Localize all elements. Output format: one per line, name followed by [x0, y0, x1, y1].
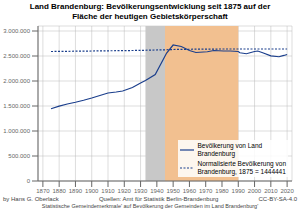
html-text:by Hans G. Oberlack: by Hans G. Oberlack [3, 196, 59, 202]
svg-text:1890: 1890 [69, 188, 83, 194]
html-text:Statistische Gemeindemerkmale': Statistische Gemeindemerkmale' auf Bevöl… [41, 203, 259, 209]
svg-text:3.000.000: 3.000.000 [8, 28, 31, 34]
svg-text:1990: 1990 [232, 188, 246, 194]
html-text:Normalisierte Bevölkerung von: Normalisierte Bevölkerung von Brandenbur… [197, 160, 286, 175]
html-text:CC-BY-SA-4.0: CC-BY-SA-4.0 [258, 196, 297, 202]
svg-text:1.500.000: 1.500.000 [8, 103, 31, 109]
svg-text:1960: 1960 [183, 188, 197, 194]
svg-text:0: 0 [27, 178, 31, 184]
svg-text:1880: 1880 [52, 188, 66, 194]
html-text:Quellen: Amt für Statistik Ber: Quellen: Amt für Statistik Berlin-Brande… [98, 196, 219, 202]
svg-text:2020: 2020 [280, 188, 292, 194]
svg-text:1940: 1940 [150, 188, 164, 194]
svg-text:500.000: 500.000 [8, 153, 30, 159]
svg-text:1930: 1930 [134, 188, 148, 194]
svg-text:1950: 1950 [166, 188, 180, 194]
svg-text:2000: 2000 [248, 188, 262, 194]
html-text:Land Brandenburg: Bevölkerungs: Land Brandenburg: Bevölkerungsentwicklun… [29, 2, 271, 21]
svg-text:1870: 1870 [36, 188, 50, 194]
svg-text:1920: 1920 [118, 188, 132, 194]
svg-text:1910: 1910 [101, 188, 115, 194]
svg-text:2.500.000: 2.500.000 [8, 53, 31, 59]
svg-text:2.000.000: 2.000.000 [8, 78, 31, 84]
svg-text:2010: 2010 [264, 188, 278, 194]
svg-text:1.000.000: 1.000.000 [8, 128, 31, 134]
html-text:Bevölkerung von Land Brandenbu: Bevölkerung von Land Brandenburg [197, 142, 263, 157]
svg-text:1900: 1900 [85, 188, 99, 194]
svg-text:1980: 1980 [215, 188, 229, 194]
svg-text:1970: 1970 [199, 188, 213, 194]
